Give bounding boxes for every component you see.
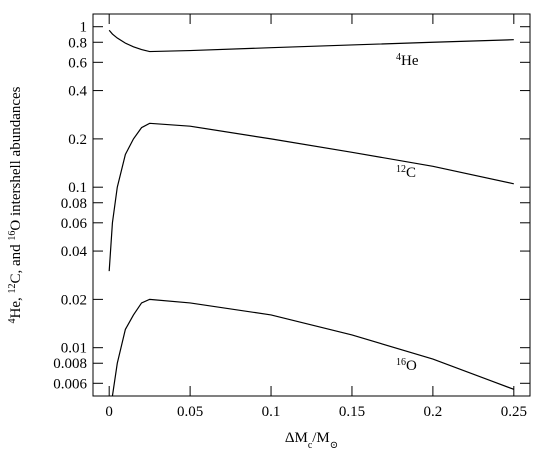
series-label-sup: 12 (396, 164, 406, 175)
x-axis-label-part: ΔM (285, 430, 308, 446)
y-tick-label: 0.006 (53, 376, 87, 392)
y-tick-label: 0.02 (61, 292, 87, 308)
y-tick-label: 0.04 (61, 244, 88, 260)
plot-frame (92, 13, 531, 397)
y-tick-label: 0.01 (61, 341, 87, 357)
y-axis-label-part: 4 (7, 319, 18, 324)
x-axis-label: ΔMc/M⊙ (285, 430, 338, 451)
series-label: 12C (396, 164, 416, 182)
x-tick-label: 0.15 (339, 404, 365, 420)
y-axis-label: 4He, 12C, and 16O intershell abundances (7, 86, 25, 323)
series-label-text: He (401, 53, 419, 69)
y-tick-label: 0.008 (53, 356, 87, 372)
y-tick-label: 0.06 (61, 216, 88, 232)
y-axis-label-part: He, (8, 294, 24, 319)
ticks (93, 14, 530, 396)
y-tick-label: 0.2 (68, 132, 87, 148)
x-axis-label-part: ⊙ (330, 440, 338, 451)
y-axis-label-part: 12 (7, 284, 18, 294)
x-tick-label: 0.2 (424, 404, 443, 420)
y-tick-label: 0.1 (68, 180, 87, 196)
x-tick-label: 0.05 (177, 404, 203, 420)
lines (108, 29, 515, 396)
series-line (111, 298, 515, 396)
y-tick-label: 0.6 (68, 55, 87, 71)
x-tick-label: 0.1 (262, 404, 281, 420)
y-axis-label-part: 16 (7, 231, 18, 241)
x-axis-label-part: /M (312, 430, 330, 446)
series-label: 16O (396, 357, 417, 375)
y-tick-label: 0.08 (61, 196, 87, 212)
series-label: 4He (396, 52, 419, 70)
y-tick-label: 0.4 (68, 84, 87, 100)
series-label-text: C (406, 165, 416, 181)
series-label-sup: 4 (396, 52, 401, 63)
y-tick-label: 0.8 (68, 35, 87, 51)
series-label-text: O (406, 358, 417, 374)
x-axis-label-part: c (308, 440, 313, 451)
y-axis-label-part: O intershell abundances (8, 86, 24, 230)
series-label-sup: 16 (396, 357, 406, 368)
series-line (108, 29, 514, 53)
labels: 0 0.05 0.1 0.15 0.2 0.2510.80.60.40.20.10.080… (7, 20, 527, 451)
y-tick-label: 1 (80, 20, 88, 36)
x-tick-label: 0.25 (501, 404, 527, 420)
series-line (108, 122, 514, 272)
y-axis-label-part: C, and (8, 241, 24, 284)
x-tick-label: 0 (105, 404, 113, 420)
